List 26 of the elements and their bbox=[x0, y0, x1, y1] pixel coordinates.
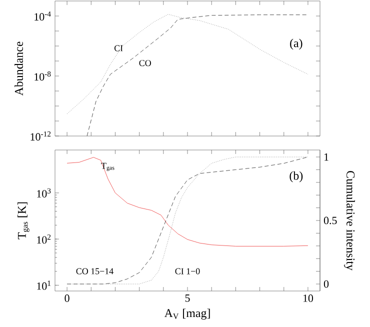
series-label: CO 15−14 bbox=[76, 268, 114, 274]
y-axis-title: T$_{gas}$ [K] bbox=[18, 202, 30, 240]
y-tick-label: 10$^{2}$ bbox=[37, 234, 51, 244]
y-tick-label: 10$^{3}$ bbox=[37, 188, 51, 198]
annotation: (a) bbox=[290, 38, 302, 50]
series-label: CI bbox=[114, 45, 123, 52]
line-series bbox=[66, 14, 308, 114]
series-label: T$_{gas}$ bbox=[101, 162, 114, 172]
y-tick-label: 10$^{-4}$ bbox=[34, 11, 51, 21]
x-tick-label: 5 bbox=[185, 294, 190, 302]
y-tick-label: 10$^{-8}$ bbox=[34, 71, 51, 81]
y2-axis-title: Cumulative intensity bbox=[344, 171, 355, 270]
x-tick-label: 0 bbox=[64, 294, 70, 302]
x-tick-label: 10 bbox=[303, 294, 314, 302]
series-label: CO bbox=[139, 60, 151, 66]
series-label: CI 1−0 bbox=[175, 268, 200, 274]
y2-tick-label: 0 bbox=[324, 280, 329, 288]
y2-tick-label: 1 bbox=[324, 153, 328, 161]
line-series bbox=[66, 156, 308, 284]
y-tick-label: 10$^{-12}$ bbox=[30, 131, 51, 141]
y-tick-label: 10$^{1}$ bbox=[37, 280, 51, 290]
x-axis-title: A$_{V}$ [mag] bbox=[164, 308, 210, 320]
annotation: (b) bbox=[290, 171, 303, 182]
y2-tick-label: 0.5 bbox=[324, 216, 337, 224]
line-series bbox=[86, 14, 308, 136]
y-axis-title: Abundance bbox=[14, 42, 23, 96]
